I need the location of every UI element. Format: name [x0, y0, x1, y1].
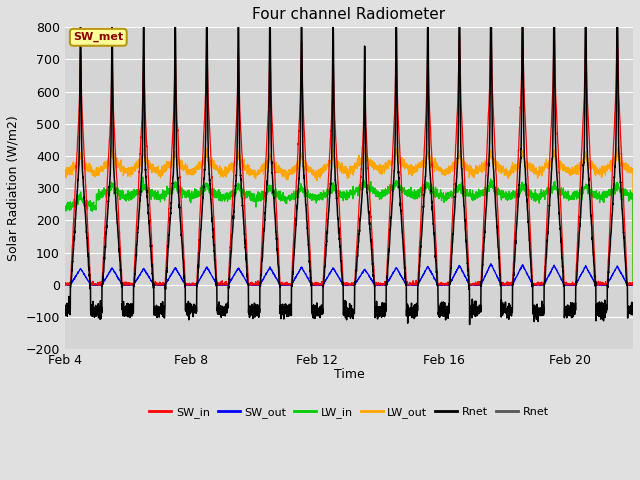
- X-axis label: Time: Time: [333, 368, 364, 381]
- Text: SW_met: SW_met: [73, 32, 124, 42]
- Title: Four channel Radiometer: Four channel Radiometer: [252, 7, 445, 22]
- Y-axis label: Solar Radiation (W/m2): Solar Radiation (W/m2): [7, 115, 20, 261]
- Legend: SW_in, SW_out, LW_in, LW_out, Rnet, Rnet: SW_in, SW_out, LW_in, LW_out, Rnet, Rnet: [145, 403, 553, 423]
